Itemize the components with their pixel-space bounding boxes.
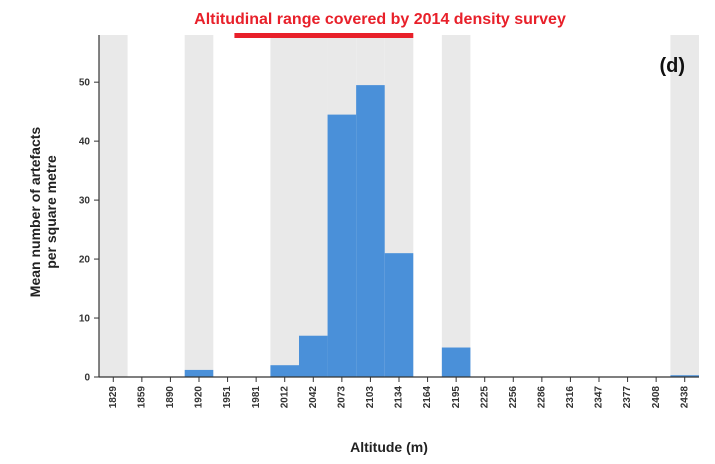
y-tick-label-20: 20 [79,255,91,266]
y-tick-label-10: 10 [79,314,91,325]
x-tick-label-2042: 2042 [308,386,319,409]
bars [185,85,699,377]
x-tick-label-2347: 2347 [594,386,605,409]
chart-title: Altitudinal range covered by 2014 densit… [194,11,566,28]
x-tick-label-2286: 2286 [536,386,547,409]
shaded-band-2195 [442,35,471,377]
x-ticks: 1829 1859 1890 1920 1951 1981 2012 2042 2073 2103… [108,377,690,408]
x-tick-label-2073: 2073 [336,386,347,409]
bar-2195 [442,348,471,377]
x-tick-label-2438: 2438 [679,386,690,409]
x-tick-label-2103: 2103 [365,386,376,409]
panel-label: (d) [659,55,685,77]
x-tick-label-2164: 2164 [422,386,433,409]
bar-2103 [356,85,385,377]
x-tick-label-2256: 2256 [508,386,519,409]
bar-2042 [299,336,328,377]
x-tick-label-1920: 1920 [194,386,205,409]
x-tick-label-1951: 1951 [222,386,233,409]
x-axis-title: Altitude (m) [350,439,428,455]
x-tick-label-2134: 2134 [394,386,405,409]
shaded-band-2012 [270,35,299,377]
y-axis-title-line-1: Mean number of artefacts [27,127,43,298]
shaded-band-2042 [299,35,328,377]
x-tick-label-2316: 2316 [565,386,576,409]
shaded-band-1920 [185,35,214,377]
bar-2134 [385,253,414,377]
y-tick-label-40: 40 [79,137,91,148]
shaded-band-1829 [99,35,128,377]
bar-2012 [270,365,299,377]
x-tick-label-2225: 2225 [479,386,490,409]
x-tick-label-1829: 1829 [108,386,119,409]
y-ticks: 0 10 20 30 40 50 [79,78,99,384]
x-tick-label-2195: 2195 [451,386,462,409]
x-tick-label-1981: 1981 [251,386,262,409]
y-axis-title: Mean number of artefacts per square metr… [27,127,59,298]
y-tick-label-30: 30 [79,196,91,207]
x-tick-label-1859: 1859 [136,386,147,409]
y-tick-label-0: 0 [84,373,90,384]
survey-range-bar [234,33,413,38]
x-tick-label-2012: 2012 [279,386,290,409]
bar-1920 [185,370,214,377]
bar-2073 [328,115,357,377]
x-tick-label-2408: 2408 [651,386,662,409]
shaded-band-2438 [670,35,699,377]
y-tick-label-50: 50 [79,78,91,89]
x-tick-label-1890: 1890 [165,386,176,409]
y-axis-title-line-2: per square metre [43,155,59,269]
x-tick-label-2377: 2377 [622,386,633,409]
